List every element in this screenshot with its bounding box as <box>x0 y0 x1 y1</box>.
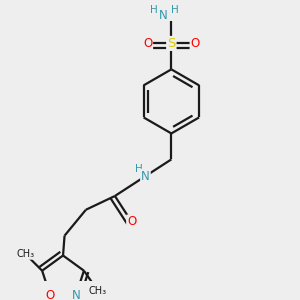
Text: CH₃: CH₃ <box>16 249 34 259</box>
Text: N: N <box>141 170 150 183</box>
Text: O: O <box>46 289 55 300</box>
Text: S: S <box>167 37 176 50</box>
Text: CH₃: CH₃ <box>88 286 107 296</box>
Text: H: H <box>150 5 158 15</box>
Text: O: O <box>143 37 152 50</box>
Text: H: H <box>135 164 143 174</box>
Text: O: O <box>190 37 200 50</box>
Text: O: O <box>127 215 136 228</box>
Text: N: N <box>158 10 167 22</box>
Text: N: N <box>72 289 80 300</box>
Text: H: H <box>170 5 178 15</box>
